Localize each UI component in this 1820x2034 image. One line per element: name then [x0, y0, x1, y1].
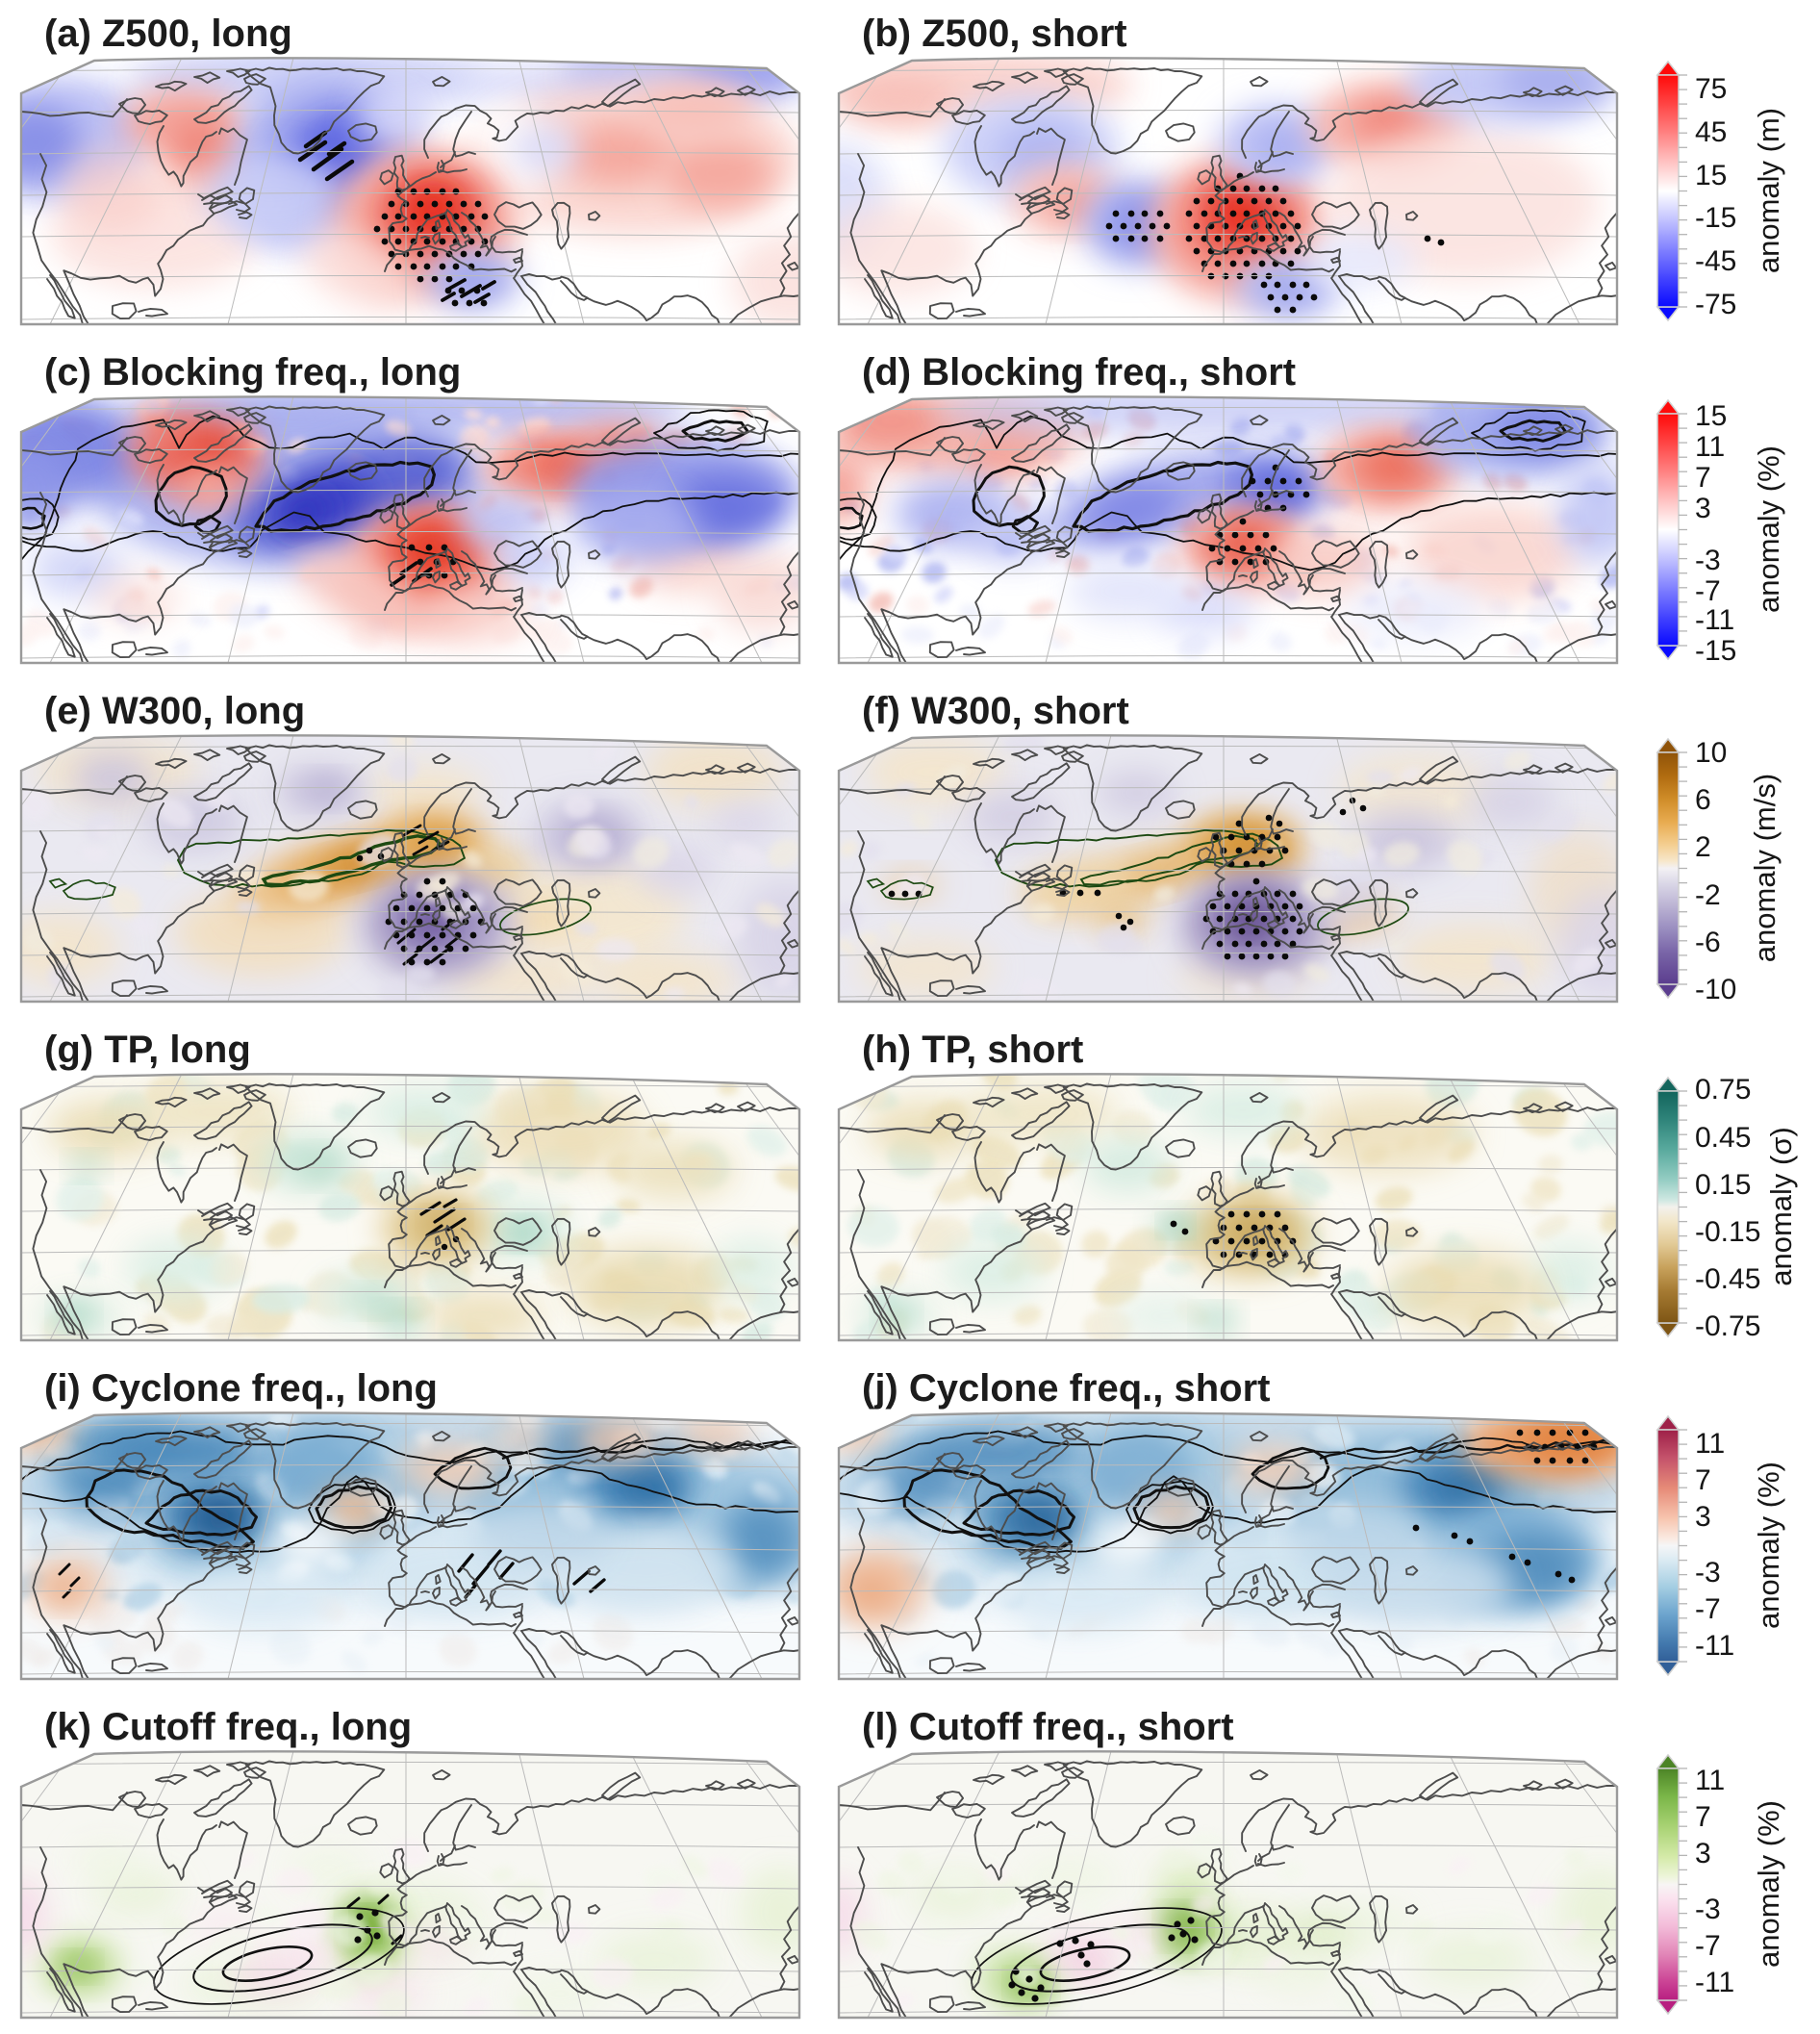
svg-text:anomaly (σ): anomaly (σ) — [1764, 1127, 1798, 1286]
svg-text:0.75: 0.75 — [1695, 1074, 1751, 1106]
svg-text:(k) Cutoff freq., long: (k) Cutoff freq., long — [44, 1706, 412, 1748]
svg-text:(g) TP, long: (g) TP, long — [44, 1029, 251, 1071]
svg-text:11: 11 — [1695, 431, 1725, 463]
svg-text:-15: -15 — [1695, 202, 1736, 234]
svg-text:2: 2 — [1695, 831, 1711, 863]
svg-text:15: 15 — [1695, 400, 1727, 432]
svg-text:(f) W300, short: (f) W300, short — [862, 690, 1129, 732]
svg-text:anomaly (%): anomaly (%) — [1752, 445, 1785, 613]
svg-text:-7: -7 — [1695, 1930, 1721, 1962]
svg-text:-10: -10 — [1695, 974, 1736, 1005]
svg-text:(l) Cutoff freq., short: (l) Cutoff freq., short — [862, 1706, 1234, 1748]
svg-text:-0.15: -0.15 — [1695, 1216, 1760, 1248]
svg-text:-6: -6 — [1695, 927, 1721, 958]
svg-text:(h) TP, short: (h) TP, short — [862, 1029, 1083, 1071]
svg-text:-11: -11 — [1695, 1630, 1734, 1662]
svg-text:-0.45: -0.45 — [1695, 1263, 1760, 1295]
svg-text:-3: -3 — [1695, 1894, 1721, 1925]
svg-text:-3: -3 — [1695, 545, 1721, 576]
svg-text:anomaly (m/s): anomaly (m/s) — [1748, 774, 1782, 962]
svg-text:3: 3 — [1695, 1838, 1711, 1869]
svg-text:-11: -11 — [1695, 604, 1734, 636]
svg-text:-0.75: -0.75 — [1695, 1310, 1760, 1342]
svg-text:6: 6 — [1695, 784, 1711, 816]
svg-text:anomaly (%): anomaly (%) — [1752, 1800, 1785, 1968]
svg-text:7: 7 — [1695, 1464, 1711, 1496]
svg-text:(j) Cyclone freq., short: (j) Cyclone freq., short — [862, 1367, 1271, 1410]
svg-text:7: 7 — [1695, 462, 1711, 494]
svg-text:3: 3 — [1695, 1501, 1711, 1533]
svg-text:-15: -15 — [1695, 635, 1736, 667]
svg-text:(i) Cyclone freq., long: (i) Cyclone freq., long — [44, 1367, 438, 1410]
svg-text:(a) Z500, long: (a) Z500, long — [44, 13, 292, 55]
svg-text:(b) Z500, short: (b) Z500, short — [862, 13, 1127, 55]
svg-text:11: 11 — [1695, 1428, 1725, 1460]
svg-text:75: 75 — [1695, 73, 1727, 105]
svg-text:3: 3 — [1695, 493, 1711, 524]
svg-text:(c) Blocking freq., long: (c) Blocking freq., long — [44, 351, 461, 394]
svg-text:11: 11 — [1695, 1765, 1725, 1796]
svg-text:0.45: 0.45 — [1695, 1122, 1751, 1154]
svg-text:10: 10 — [1695, 737, 1727, 769]
svg-text:-11: -11 — [1695, 1967, 1734, 1998]
svg-text:anomaly (%): anomaly (%) — [1752, 1462, 1785, 1629]
svg-text:-7: -7 — [1695, 575, 1721, 607]
svg-text:15: 15 — [1695, 160, 1727, 191]
svg-text:0.15: 0.15 — [1695, 1169, 1751, 1201]
svg-text:anomaly (m): anomaly (m) — [1752, 108, 1785, 273]
svg-text:-75: -75 — [1695, 289, 1736, 320]
svg-text:7: 7 — [1695, 1801, 1711, 1833]
svg-text:45: 45 — [1695, 116, 1727, 148]
svg-text:-2: -2 — [1695, 879, 1721, 911]
svg-text:(e) W300, long: (e) W300, long — [44, 690, 305, 732]
svg-text:-7: -7 — [1695, 1593, 1721, 1625]
svg-text:-3: -3 — [1695, 1557, 1721, 1589]
svg-text:(d) Blocking freq., short: (d) Blocking freq., short — [862, 351, 1296, 394]
svg-text:-45: -45 — [1695, 245, 1736, 277]
